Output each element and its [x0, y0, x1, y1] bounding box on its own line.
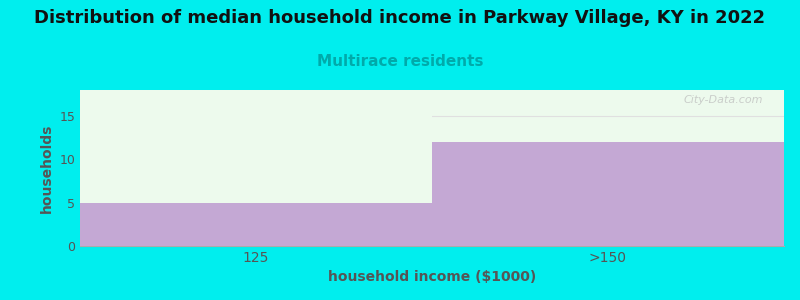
Text: Multirace residents: Multirace residents	[317, 54, 483, 69]
Text: City-Data.com: City-Data.com	[683, 95, 763, 105]
Bar	[80, 90, 432, 203]
Y-axis label: households: households	[40, 123, 54, 213]
X-axis label: household income ($1000): household income ($1000)	[328, 270, 536, 284]
Text: Distribution of median household income in Parkway Village, KY in 2022: Distribution of median household income …	[34, 9, 766, 27]
Bar	[80, 203, 432, 246]
Bar	[432, 142, 784, 246]
